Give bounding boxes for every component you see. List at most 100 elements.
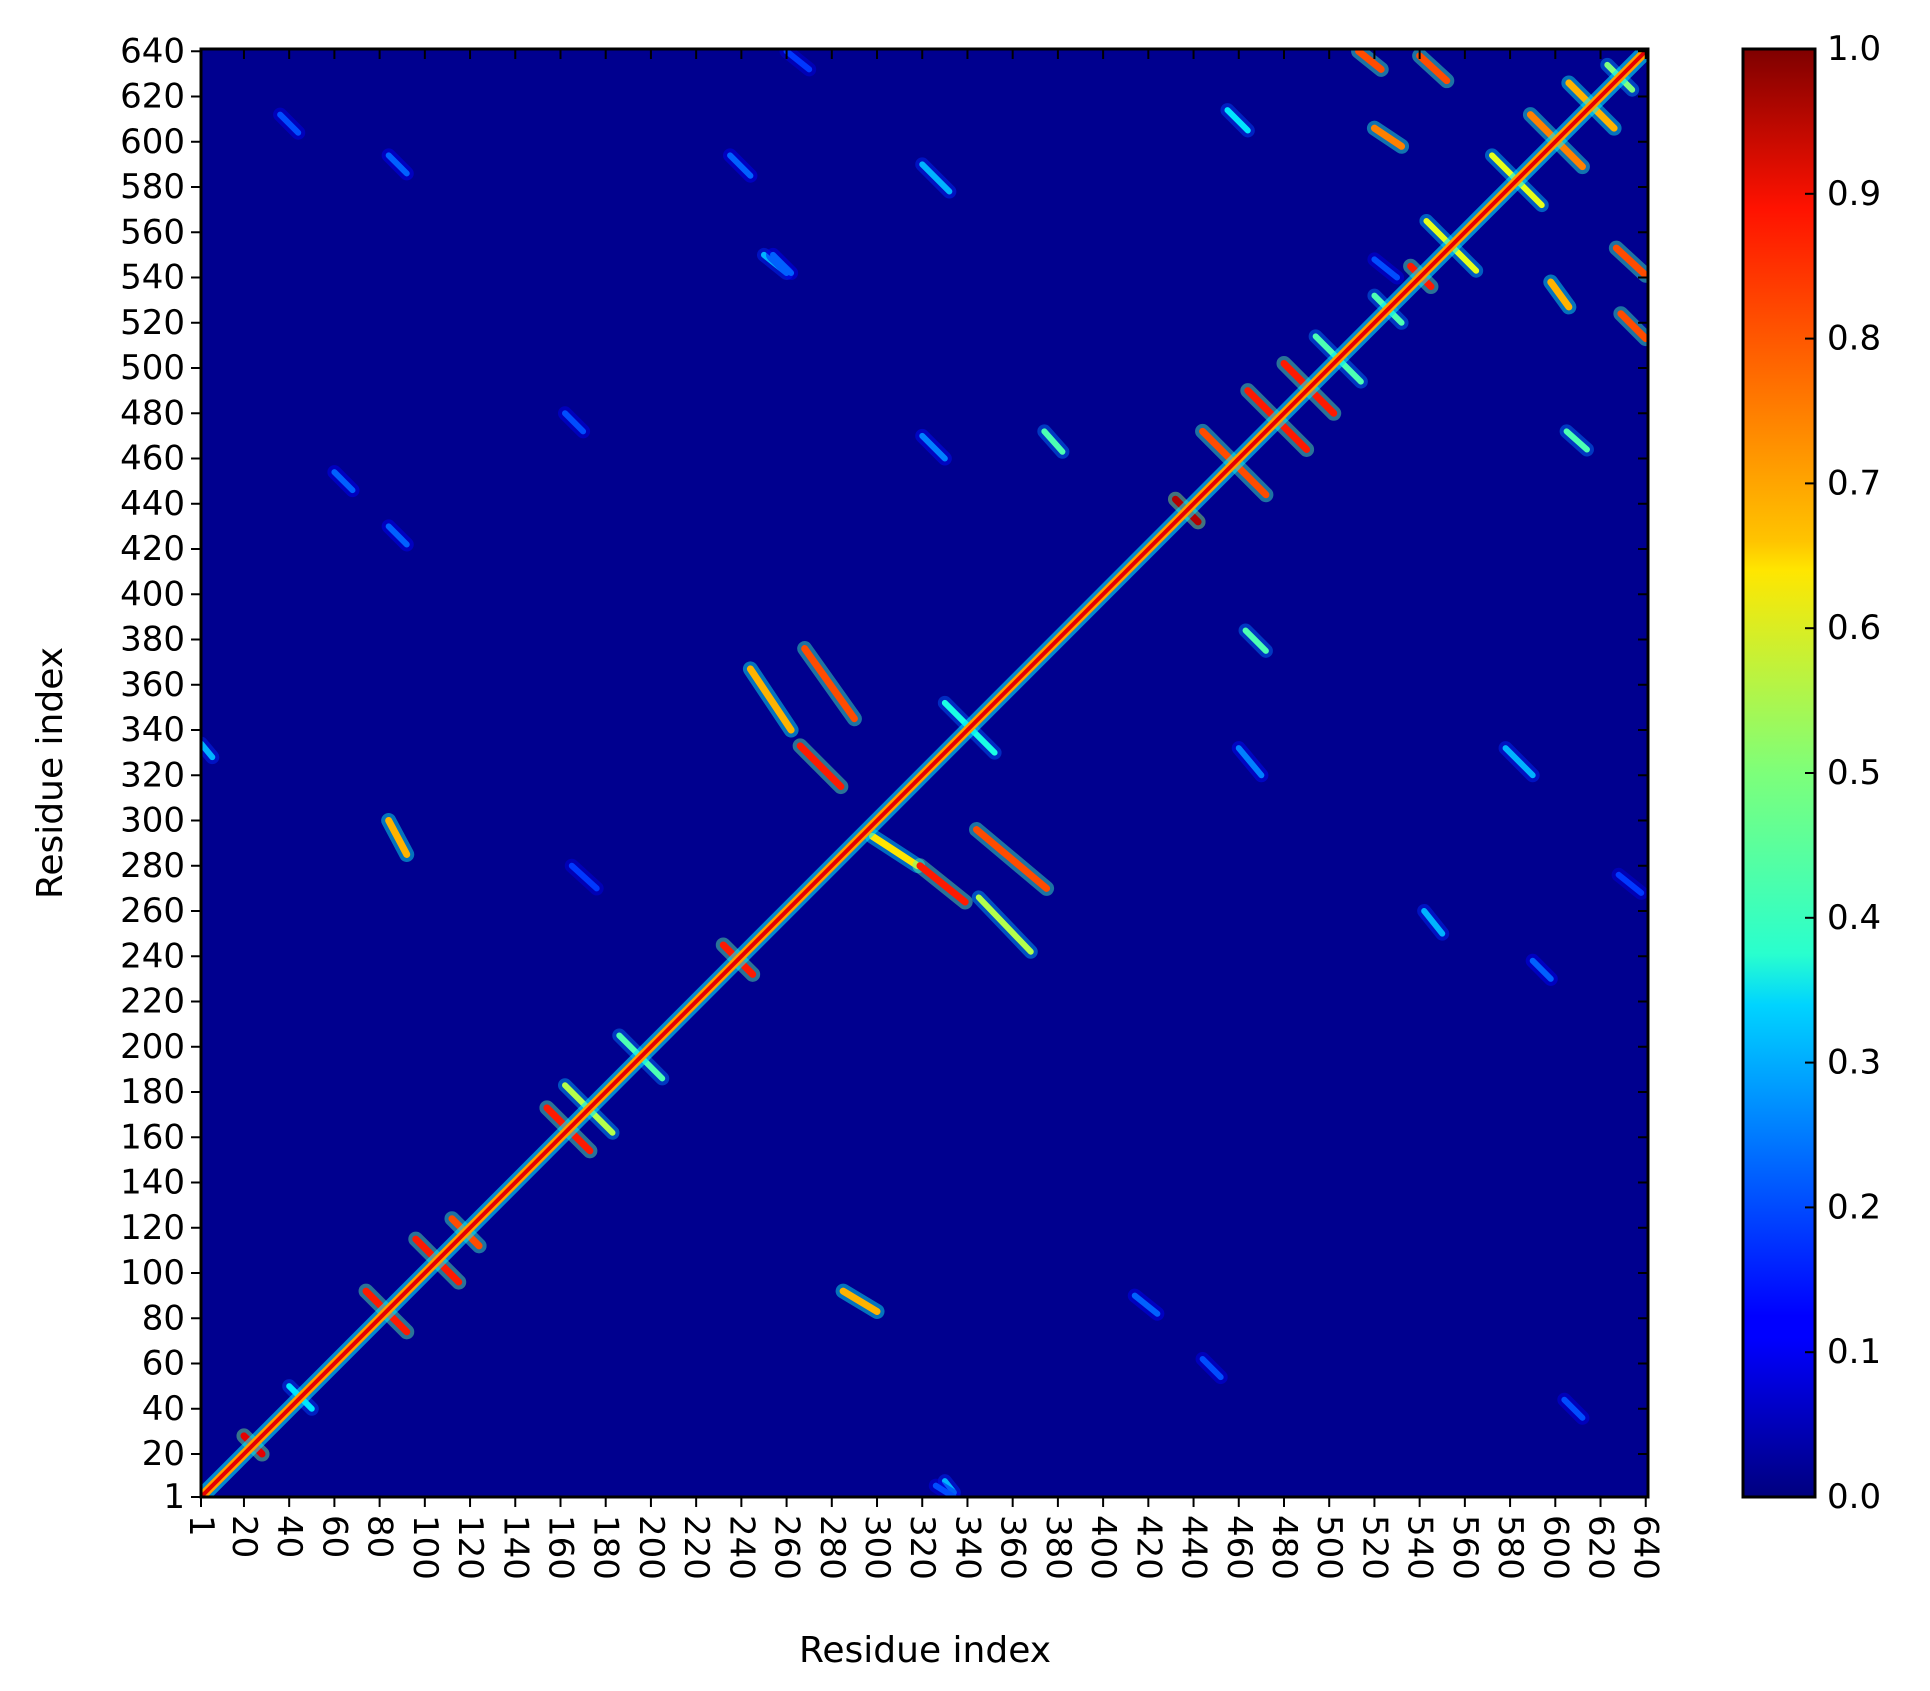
contact-band-11 bbox=[916, 862, 969, 906]
contact-band-51 bbox=[385, 152, 410, 177]
contact-band-38 bbox=[1563, 428, 1590, 453]
contact-band-43 bbox=[760, 251, 790, 276]
x-tick-label: 240 bbox=[721, 1515, 761, 1580]
contact-band-53 bbox=[770, 251, 795, 276]
y-tick-label: 40 bbox=[142, 1389, 185, 1429]
x-tick-label: 120 bbox=[450, 1515, 490, 1580]
contact-band-60 bbox=[1529, 957, 1554, 982]
colorbar-tick-label: 0.7 bbox=[1827, 463, 1881, 503]
y-tick-label: 460 bbox=[120, 439, 185, 479]
y-tick-label: 80 bbox=[142, 1298, 185, 1338]
x-tick-label: 480 bbox=[1264, 1515, 1304, 1580]
y-tick-label: 160 bbox=[120, 1117, 185, 1157]
contact-band-41 bbox=[919, 161, 953, 195]
colorbar: 0.0 0.1 0.2 0.3 0.4 0.5 0.6 0.7 0.8 0.9 1.0 bbox=[1741, 29, 1881, 1517]
x-tick-label: 540 bbox=[1400, 1515, 1440, 1580]
contact-band-52 bbox=[727, 152, 754, 179]
y-tick-label: 520 bbox=[120, 303, 185, 343]
contact-band-47 bbox=[941, 1478, 957, 1496]
y-tick-label: 480 bbox=[120, 393, 185, 433]
contact-band-8 bbox=[801, 645, 858, 723]
y-tick-label: 420 bbox=[120, 529, 185, 569]
x-tick-label: 40 bbox=[269, 1515, 309, 1558]
y-tick-label: 400 bbox=[120, 574, 185, 614]
colorbar-tick-label: 0.4 bbox=[1827, 898, 1881, 938]
x-tick-label: 80 bbox=[360, 1515, 400, 1558]
y-tick-label: 340 bbox=[120, 710, 185, 750]
contact-band-39 bbox=[1041, 428, 1066, 455]
x-tick-label: 260 bbox=[767, 1515, 807, 1580]
y-tick-label: 580 bbox=[120, 167, 185, 207]
y-tick-label: 440 bbox=[120, 484, 185, 524]
contact-band-49 bbox=[277, 111, 302, 136]
contact-band-34 bbox=[1612, 244, 1648, 279]
heatmap-plot bbox=[201, 49, 1648, 1497]
y-tick-label: 560 bbox=[120, 212, 185, 252]
contact-band-32 bbox=[1416, 52, 1451, 85]
colorbar-gradient bbox=[1741, 47, 1817, 1499]
heatmap-features bbox=[201, 49, 1648, 1497]
x-tick-label: 620 bbox=[1581, 1515, 1621, 1580]
x-axis-label: Residue index bbox=[799, 1630, 1051, 1671]
contact-band-64 bbox=[932, 1482, 957, 1497]
x-tick-label: 560 bbox=[1445, 1515, 1485, 1580]
contact-band-33 bbox=[1370, 124, 1406, 150]
contact-band-10 bbox=[868, 832, 922, 870]
contact-band-63 bbox=[783, 49, 813, 73]
contact-band-58 bbox=[1131, 1292, 1161, 1317]
colorbar-tick-label: 0.6 bbox=[1827, 608, 1881, 648]
contact-band-9 bbox=[796, 742, 845, 791]
contact-band-46 bbox=[1235, 745, 1265, 779]
y-tick-label: 60 bbox=[142, 1344, 185, 1384]
y-tick-label: 180 bbox=[120, 1072, 185, 1112]
contact-band-7 bbox=[746, 665, 795, 734]
x-tick-label: 400 bbox=[1083, 1515, 1123, 1580]
colorbar-tick-label: 0.8 bbox=[1827, 319, 1881, 359]
y-tick-label: 360 bbox=[120, 665, 185, 705]
x-tick-label: 180 bbox=[586, 1515, 626, 1580]
y-axis-label: Residue index bbox=[30, 647, 71, 899]
plot-frame bbox=[199, 47, 1650, 1499]
colorbar-tick-label: 1.0 bbox=[1827, 29, 1881, 69]
contact-band-57 bbox=[568, 862, 600, 892]
x-tick-label: 520 bbox=[1354, 1515, 1394, 1580]
colorbar-tick-label: 0.0 bbox=[1827, 1477, 1881, 1517]
x-tick-label: 1 bbox=[181, 1515, 221, 1537]
x-tick-label: 640 bbox=[1626, 1515, 1666, 1580]
contact-band-31 bbox=[1355, 49, 1385, 73]
contact-band-48 bbox=[201, 740, 216, 761]
contact-band-45 bbox=[919, 432, 948, 462]
y-tick-label: 20 bbox=[142, 1434, 185, 1474]
x-tick-label: 60 bbox=[314, 1515, 354, 1558]
y-tick-label: 200 bbox=[120, 1027, 185, 1067]
y-tick-label: 600 bbox=[120, 122, 185, 162]
x-tick-label: 320 bbox=[902, 1515, 942, 1580]
contact-band-50 bbox=[1561, 1396, 1586, 1421]
y-axis-ticks: 120 40 60 80 100 120 140 160 180 200 220 240 260 280 3… bbox=[120, 31, 1648, 1517]
x-tick-label: 440 bbox=[1174, 1515, 1214, 1580]
x-tick-label: 100 bbox=[405, 1515, 445, 1580]
y-tick-label: 280 bbox=[120, 846, 185, 886]
x-tick-label: 420 bbox=[1128, 1515, 1168, 1580]
x-tick-label: 380 bbox=[1038, 1515, 1078, 1580]
y-tick-label: 380 bbox=[120, 620, 185, 660]
y-tick-label: 240 bbox=[120, 936, 185, 976]
contact-band-44 bbox=[1421, 908, 1446, 937]
x-tick-label: 500 bbox=[1309, 1515, 1349, 1580]
y-tick-label: 320 bbox=[120, 755, 185, 795]
x-tick-label: 600 bbox=[1535, 1515, 1575, 1580]
x-tick-label: 220 bbox=[676, 1515, 716, 1580]
colorbar-tick-label: 0.3 bbox=[1827, 1043, 1881, 1083]
x-tick-label: 580 bbox=[1490, 1515, 1530, 1580]
contact-band-36 bbox=[1547, 278, 1573, 311]
y-tick-label: 500 bbox=[120, 348, 185, 388]
contact-band-35 bbox=[1617, 310, 1648, 343]
colorbar-tick-label: 0.9 bbox=[1827, 174, 1881, 214]
contact-band-29 bbox=[385, 817, 411, 858]
contact-band-55 bbox=[385, 523, 410, 548]
contact-band-37 bbox=[1224, 107, 1251, 134]
y-tick-label: 1 bbox=[163, 1477, 185, 1517]
contact-band-30 bbox=[839, 1287, 881, 1315]
colorbar-ticks: 0.0 0.1 0.2 0.3 0.4 0.5 0.6 0.7 0.8 0.9 1.0 bbox=[1805, 29, 1881, 1517]
